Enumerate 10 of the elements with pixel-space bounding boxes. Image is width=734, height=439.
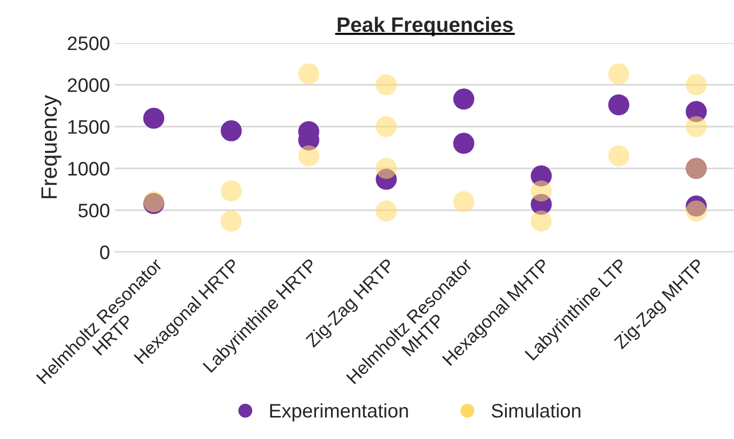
y-tick-label: 2500 — [68, 36, 110, 50]
y-tick-label: 1000 — [68, 162, 110, 176]
legend-label: Simulation — [492, 403, 580, 418]
y-axis-title: Frequency — [41, 95, 62, 198]
legend-label: Experimentation — [270, 403, 408, 422]
y-tick-label: 500 — [78, 204, 110, 218]
y-tick-label: 0 — [100, 245, 110, 260]
chart-title: Peak Frequencies — [338, 16, 513, 36]
y-tick-label: 2000 — [68, 78, 110, 92]
y-tick-label: 1500 — [68, 120, 110, 134]
